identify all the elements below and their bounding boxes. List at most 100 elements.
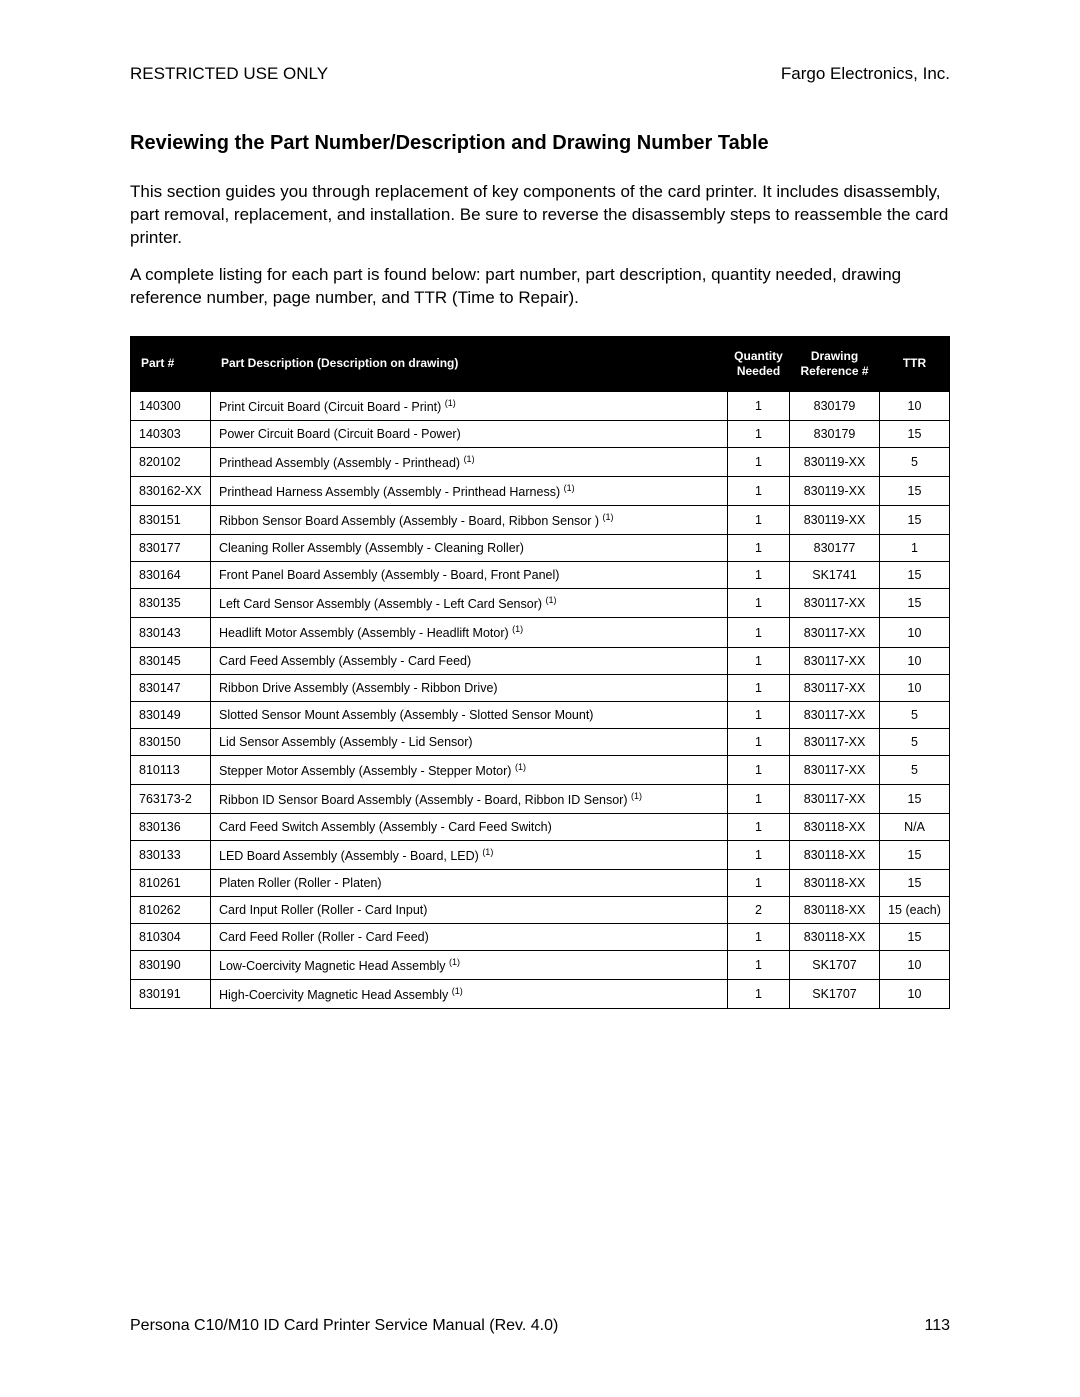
cell-ttr: 10 [880,980,950,1009]
table-row: 830133LED Board Assembly (Assembly - Boa… [131,840,950,869]
cell-drawing-ref: 830119-XX [790,447,880,476]
cell-description: Printhead Harness Assembly (Assembly - P… [211,477,728,506]
table-row: 820102Printhead Assembly (Assembly - Pri… [131,447,950,476]
cell-ttr: 15 [880,506,950,535]
cell-part-number: 763173-2 [131,784,211,813]
table-row: 830177Cleaning Roller Assembly (Assembly… [131,535,950,562]
footnote-ref: (1) [445,398,456,408]
cell-drawing-ref: 830119-XX [790,506,880,535]
header-left: RESTRICTED USE ONLY [130,64,328,84]
cell-drawing-ref: 830117-XX [790,674,880,701]
table-row: 830149Slotted Sensor Mount Assembly (Ass… [131,701,950,728]
page-header: RESTRICTED USE ONLY Fargo Electronics, I… [130,64,950,84]
cell-ttr: 15 [880,477,950,506]
cell-drawing-ref: 830118-XX [790,924,880,951]
table-row: 830150Lid Sensor Assembly (Assembly - Li… [131,728,950,755]
cell-part-number: 830190 [131,951,211,980]
table-row: 830143Headlift Motor Assembly (Assembly … [131,618,950,647]
cell-ttr: N/A [880,813,950,840]
cell-quantity: 1 [728,701,790,728]
cell-drawing-ref: 830117-XX [790,647,880,674]
cell-quantity: 1 [728,728,790,755]
cell-drawing-ref: 830118-XX [790,870,880,897]
footnote-ref: (1) [546,595,557,605]
cell-part-number: 810262 [131,897,211,924]
footer-page-number: 113 [924,1317,950,1335]
cell-description: Card Feed Assembly (Assembly - Card Feed… [211,647,728,674]
cell-quantity: 1 [728,813,790,840]
cell-description: Slotted Sensor Mount Assembly (Assembly … [211,701,728,728]
cell-part-number: 830150 [131,728,211,755]
table-row: 830145Card Feed Assembly (Assembly - Car… [131,647,950,674]
cell-description: Ribbon Sensor Board Assembly (Assembly -… [211,506,728,535]
cell-description: Ribbon Drive Assembly (Assembly - Ribbon… [211,674,728,701]
cell-description: Lid Sensor Assembly (Assembly - Lid Sens… [211,728,728,755]
table-row: 140303Power Circuit Board (Circuit Board… [131,420,950,447]
cell-description: LED Board Assembly (Assembly - Board, LE… [211,840,728,869]
cell-description: High-Coercivity Magnetic Head Assembly (… [211,980,728,1009]
cell-part-number: 830147 [131,674,211,701]
cell-description: Card Feed Roller (Roller - Card Feed) [211,924,728,951]
intro-para-1: This section guides you through replacem… [130,181,950,250]
cell-drawing-ref: 830117-XX [790,728,880,755]
table-row: 830164Front Panel Board Assembly (Assemb… [131,562,950,589]
footnote-ref: (1) [631,791,642,801]
cell-drawing-ref: 830118-XX [790,813,880,840]
cell-ttr: 5 [880,447,950,476]
cell-quantity: 1 [728,647,790,674]
cell-ttr: 5 [880,701,950,728]
header-right: Fargo Electronics, Inc. [781,64,950,84]
cell-quantity: 1 [728,840,790,869]
cell-ttr: 1 [880,535,950,562]
footnote-ref: (1) [464,454,475,464]
cell-ttr: 10 [880,391,950,420]
cell-drawing-ref: 830117-XX [790,784,880,813]
footnote-ref: (1) [449,957,460,967]
cell-part-number: 830162-XX [131,477,211,506]
table-row: 810304Card Feed Roller (Roller - Card Fe… [131,924,950,951]
footnote-ref: (1) [452,986,463,996]
table-row: 763173-2Ribbon ID Sensor Board Assembly … [131,784,950,813]
cell-drawing-ref: 830117-XX [790,755,880,784]
table-row: 140300Print Circuit Board (Circuit Board… [131,391,950,420]
table-row: 810113Stepper Motor Assembly (Assembly -… [131,755,950,784]
table-row: 830135Left Card Sensor Assembly (Assembl… [131,589,950,618]
cell-ttr: 15 [880,589,950,618]
cell-part-number: 830145 [131,647,211,674]
cell-part-number: 830164 [131,562,211,589]
cell-part-number: 830191 [131,980,211,1009]
cell-part-number: 820102 [131,447,211,476]
cell-part-number: 830133 [131,840,211,869]
cell-drawing-ref: SK1741 [790,562,880,589]
cell-quantity: 1 [728,870,790,897]
cell-quantity: 1 [728,755,790,784]
cell-quantity: 1 [728,589,790,618]
cell-description: Card Input Roller (Roller - Card Input) [211,897,728,924]
table-row: 830136Card Feed Switch Assembly (Assembl… [131,813,950,840]
cell-description: Low-Coercivity Magnetic Head Assembly (1… [211,951,728,980]
cell-quantity: 1 [728,618,790,647]
cell-description: Headlift Motor Assembly (Assembly - Head… [211,618,728,647]
parts-table: Part # Part Description (Description on … [130,336,950,1010]
cell-drawing-ref: 830117-XX [790,618,880,647]
cell-drawing-ref: 830117-XX [790,589,880,618]
cell-drawing-ref: SK1707 [790,980,880,1009]
cell-quantity: 1 [728,447,790,476]
cell-description: Printhead Assembly (Assembly - Printhead… [211,447,728,476]
footnote-ref: (1) [515,762,526,772]
cell-part-number: 830149 [131,701,211,728]
section-title: Reviewing the Part Number/Description an… [130,132,950,155]
cell-ttr: 15 [880,840,950,869]
cell-part-number: 830177 [131,535,211,562]
cell-drawing-ref: 830118-XX [790,840,880,869]
col-draw-header: Drawing Reference # [790,336,880,391]
cell-ttr: 10 [880,951,950,980]
cell-quantity: 1 [728,535,790,562]
cell-quantity: 1 [728,784,790,813]
table-row: 830151Ribbon Sensor Board Assembly (Asse… [131,506,950,535]
col-qty-header: Quantity Needed [728,336,790,391]
cell-description: Front Panel Board Assembly (Assembly - B… [211,562,728,589]
cell-ttr: 5 [880,728,950,755]
cell-part-number: 830135 [131,589,211,618]
cell-quantity: 1 [728,420,790,447]
